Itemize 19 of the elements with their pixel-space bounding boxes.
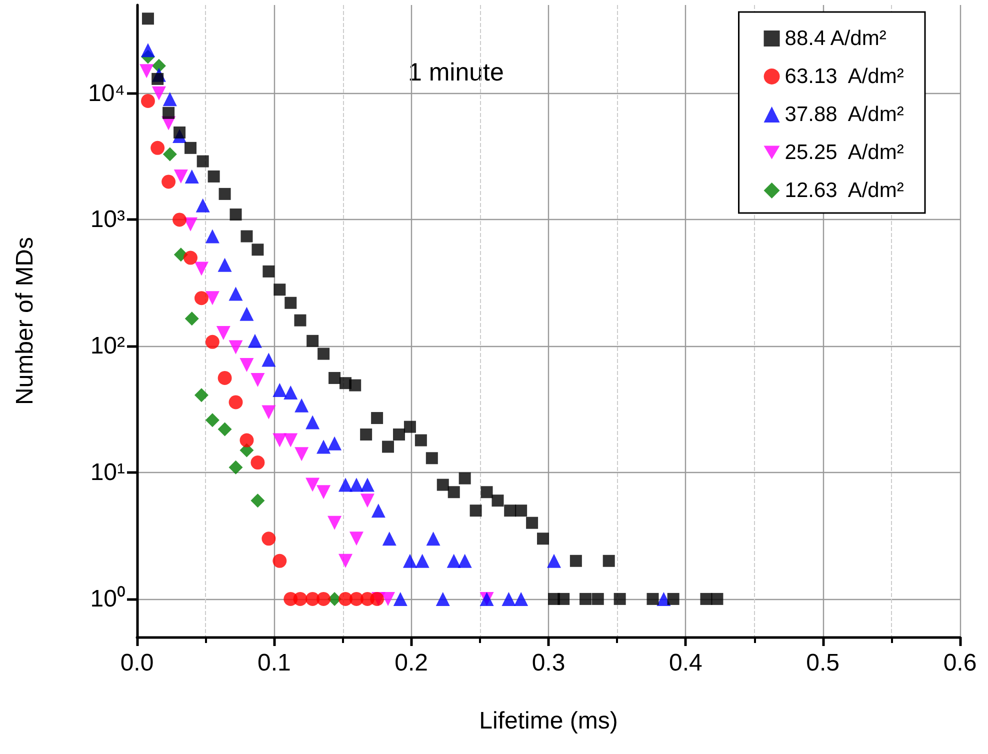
x-tick-label: 0.5 — [806, 650, 840, 676]
legend-label: 12.63 A/dm² — [784, 179, 904, 202]
y-tick-label: 10⁰ — [90, 585, 125, 612]
legend-label: 63.13 A/dm² — [784, 65, 904, 88]
x-axis-title: Lifetime (ms) — [479, 708, 618, 734]
y-tick-label: 10⁴ — [88, 80, 125, 107]
y-tick-label: 10³ — [90, 206, 126, 234]
legend-label: 25.25 A/dm² — [784, 141, 904, 164]
y-axis-title: Number of MDs — [12, 236, 38, 406]
x-tick-label: 0.4 — [668, 650, 702, 676]
legend-label: 88.4 A/dm² — [784, 27, 886, 50]
y-tick-label: 10¹ — [90, 459, 126, 486]
x-tick-label: 0.0 — [120, 650, 154, 676]
y-tick-label: 10² — [90, 332, 126, 360]
x-tick-label: 0.6 — [943, 650, 977, 676]
x-tick-label: 0.1 — [257, 650, 291, 676]
x-tick-label: 0.3 — [532, 650, 566, 676]
x-tick-label: 0.2 — [394, 650, 428, 676]
legend-label: 37.88 A/dm² — [784, 103, 904, 126]
